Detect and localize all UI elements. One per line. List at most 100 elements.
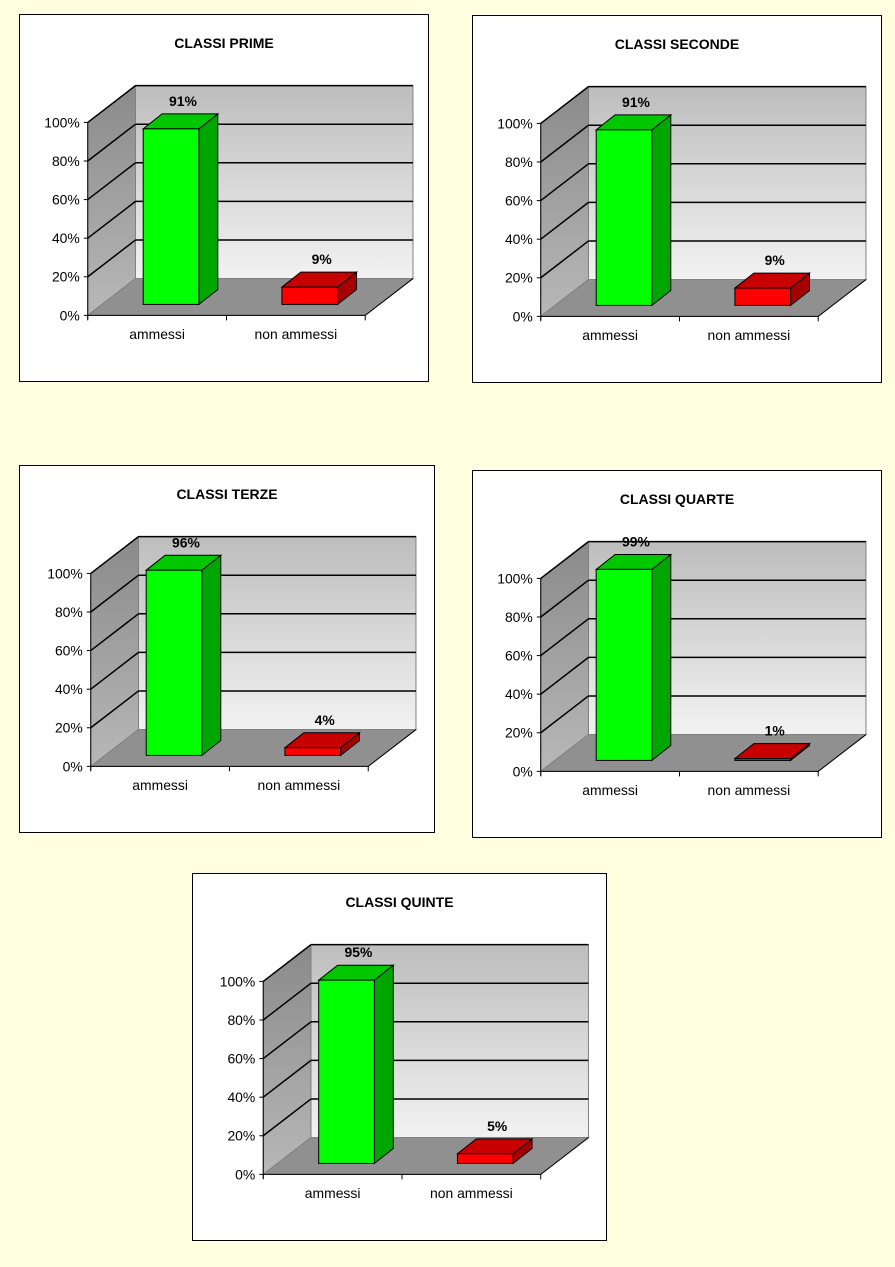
gridline-side [540,695,589,734]
x-tick-label: non ammessi [708,327,791,343]
y-tick-label: 40% [55,681,83,697]
gridline-side [540,240,589,279]
bar-non-ammessi [281,286,339,305]
data-label: 91% [622,94,650,110]
y-tick-label: 0% [513,763,533,779]
y-tick-label: 0% [60,307,80,323]
gridline-side [90,651,139,690]
gridline-side [87,123,136,162]
floor [539,279,868,317]
y-tick-label: 80% [505,154,533,170]
y-tick-label: 60% [227,1051,255,1067]
chart-classi-seconde: 0% 20% 40% 60% 80% 100% ammessi 91% non ammessi 9… [472,15,882,383]
gridline-side [262,944,312,983]
y-tick-label: 60% [52,192,80,208]
y-tick-label: 100% [44,114,80,130]
gridline-side [540,541,589,580]
y-tick-label: 20% [505,725,533,741]
gridline-side [262,982,312,1021]
chart-plot: 0% 20% 40% 60% 80% 100% ammessi 99% non ammessi 1… [497,534,868,798]
floor-edge [367,729,417,767]
gridline-side [90,536,139,575]
bar-side [651,553,672,762]
gridline-side [540,86,589,125]
gridline-side [87,239,136,278]
y-tick-label: 0% [513,308,533,324]
data-label: 99% [622,534,650,550]
gridline-side [87,200,136,239]
y-tick-label: 80% [505,609,533,625]
y-tick-label: 80% [227,1012,255,1028]
bar-non-ammessi [456,1153,514,1164]
y-tick-label: 40% [505,231,533,247]
y-tick-label: 0% [63,758,83,774]
side-wall [262,943,312,1176]
data-label: 95% [345,944,373,960]
bar-side [373,964,394,1165]
bar-non-ammessi [284,747,342,756]
x-tick-label: ammessi [305,1185,361,1201]
data-label: 96% [172,534,200,550]
gridline-side [540,656,589,695]
chart-classi-quinte: 0% 20% 40% 60% 80% 100% ammessi 95% non ammessi 5… [192,873,607,1241]
chart-title: CLASSI QUINTE [345,894,454,910]
x-tick-label: non ammessi [258,777,341,793]
bar-ammessi [142,128,200,305]
x-tick-label: ammessi [129,326,185,342]
x-tick-label: non ammessi [255,326,338,342]
gridline-side [540,201,589,240]
y-tick-label: 40% [52,230,80,246]
chart-classi-prime: 0% 20% 40% 60% 80% 100% ammessi 91% non ammessi 9… [19,14,429,382]
chart-classi-terze: 0% 20% 40% 60% 80% 100% ammessi 96% non ammessi 4… [19,465,435,833]
x-tick-label: ammessi [132,777,188,793]
x-tick-label: non ammessi [430,1185,513,1201]
gridline-side [90,574,139,613]
floor-edge [364,278,414,316]
gridline-side [540,163,589,202]
data-label: 9% [312,251,332,267]
y-tick-label: 20% [52,269,80,285]
chart-title: CLASSI TERZE [176,486,278,502]
y-tick-label: 60% [505,193,533,209]
bar-side [651,113,672,307]
data-label: 91% [169,93,197,109]
data-label: 5% [487,1118,507,1134]
y-tick-label: 20% [227,1128,255,1144]
floor [539,734,868,772]
bar-ammessi [145,569,203,756]
y-tick-label: 20% [505,270,533,286]
floor [89,729,418,767]
bar-side [201,554,222,757]
y-tick-label: 100% [220,973,256,989]
chart-plot: 0% 20% 40% 60% 80% 100% ammessi 96% non ammessi 4… [47,534,418,793]
chart-plot: 0% 20% 40% 60% 80% 100% ammessi 95% non ammessi 5… [220,943,590,1201]
y-tick-label: 40% [505,686,533,702]
y-tick-label: 80% [52,153,80,169]
gridline-side [90,613,139,652]
bar-ammessi [595,129,653,306]
chart-title: CLASSI SECONDE [614,36,740,52]
y-tick-label: 100% [497,115,533,131]
gridline-side [90,690,139,729]
bar-non-ammessi [734,757,792,761]
y-tick-label: 40% [227,1089,255,1105]
data-label: 9% [765,252,785,268]
x-tick-label: ammessi [582,782,638,798]
floor-edge [817,734,867,772]
chart-title: CLASSI PRIME [174,35,274,51]
chart-plot: 0% 20% 40% 60% 80% 100% ammessi 91% non ammessi 9… [497,85,868,343]
data-label: 1% [765,723,785,739]
y-tick-label: 80% [55,604,83,620]
gridline-side [262,1098,312,1137]
y-tick-label: 20% [55,720,83,736]
bar-ammessi [595,568,653,761]
x-tick-label: non ammessi [708,782,791,798]
side-wall [90,535,139,768]
side-wall [87,84,136,317]
y-tick-label: 60% [55,643,83,659]
floor-edge [540,1137,589,1175]
bar-ammessi [318,979,375,1164]
data-label: 4% [315,712,335,728]
side-wall [540,540,589,773]
gridline-side [87,162,136,201]
